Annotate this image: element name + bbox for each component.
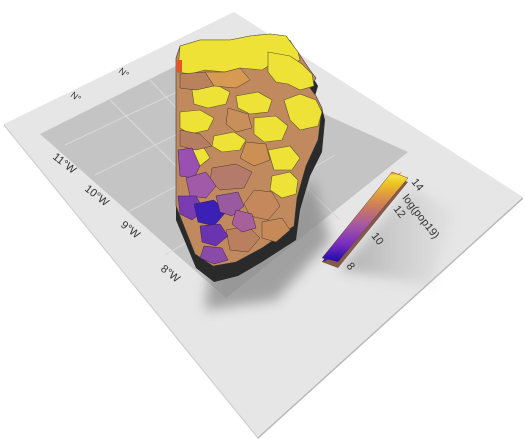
ground-plane-edge (4, 124, 258, 439)
legend-color-bar (321, 171, 409, 263)
legend-tick-12: 12 (391, 203, 408, 220)
low-value-regions (177, 147, 257, 265)
ground-plane-edge-right (258, 197, 523, 439)
high-value-regions (177, 33, 323, 199)
mid-value-regions (179, 67, 291, 253)
accent-region (176, 60, 182, 72)
legend-tick-14: 14 (409, 176, 426, 193)
legend-tick-10: 10 (369, 230, 386, 247)
legend-shadow (340, 188, 455, 285)
